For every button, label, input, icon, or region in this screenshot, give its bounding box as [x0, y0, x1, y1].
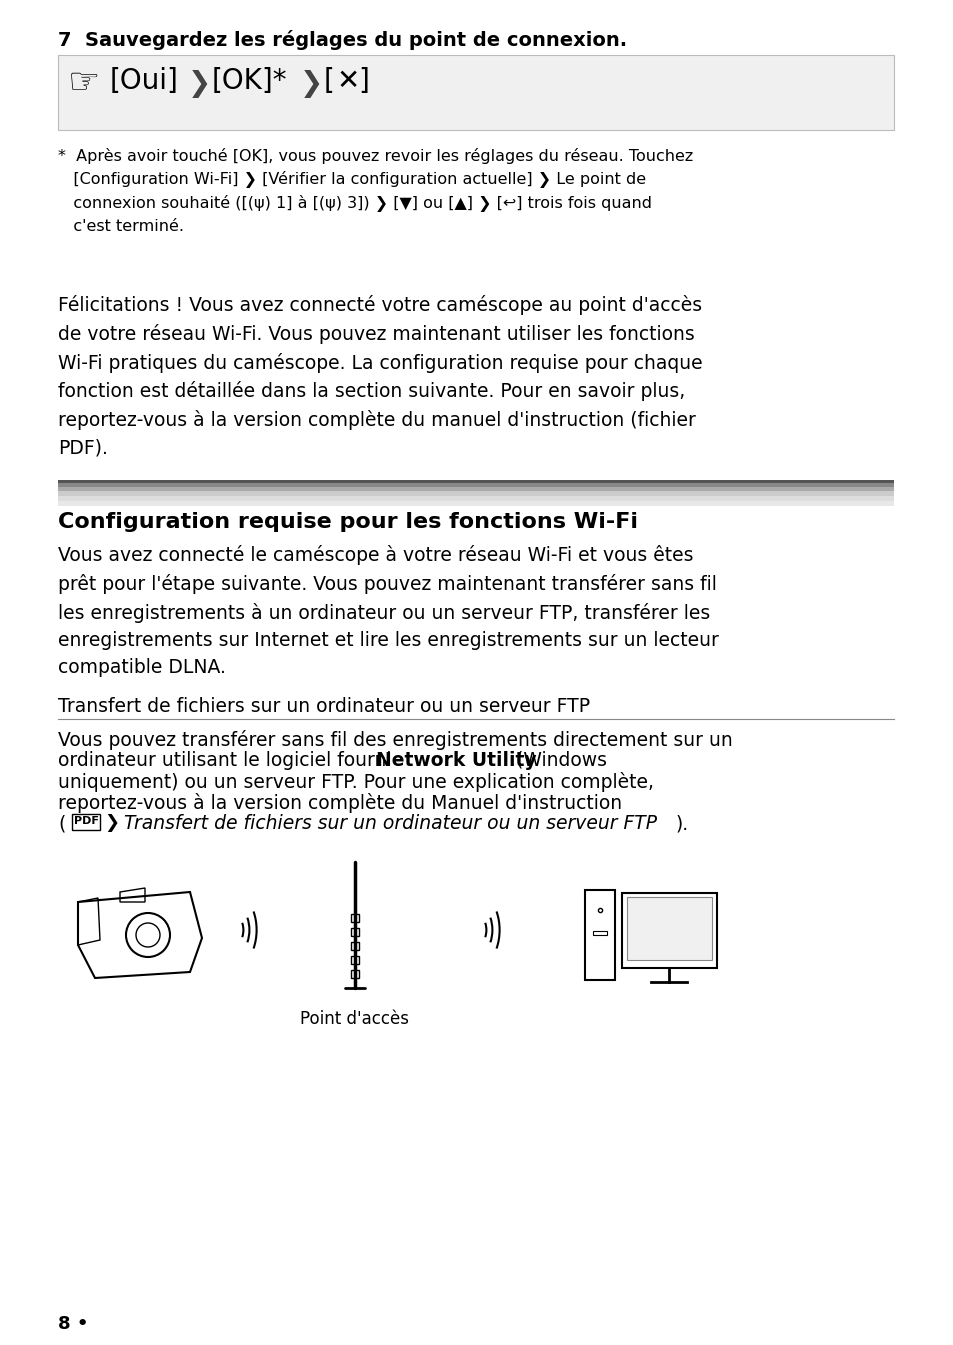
Text: ❯: ❯: [104, 814, 119, 833]
FancyBboxPatch shape: [621, 893, 717, 968]
FancyBboxPatch shape: [351, 928, 358, 936]
Text: Point d'accès: Point d'accès: [300, 1010, 409, 1028]
FancyBboxPatch shape: [593, 931, 606, 935]
Text: Transfert de fichiers sur un ordinateur ou un serveur FTP: Transfert de fichiers sur un ordinateur …: [118, 814, 657, 833]
Text: [OK]*: [OK]*: [212, 67, 287, 95]
FancyBboxPatch shape: [58, 496, 893, 500]
Text: Félicitations ! Vous avez connecté votre caméscope au point d'accès
de votre rés: Félicitations ! Vous avez connecté votre…: [58, 295, 702, 457]
Text: Vous avez connecté le caméscope à votre réseau Wi-Fi et vous êtes
prêt pour l'ét: Vous avez connecté le caméscope à votre …: [58, 545, 719, 677]
FancyBboxPatch shape: [351, 970, 358, 978]
FancyBboxPatch shape: [58, 55, 893, 130]
Text: ☞: ☞: [68, 65, 100, 100]
FancyBboxPatch shape: [626, 897, 711, 960]
FancyBboxPatch shape: [351, 956, 358, 964]
FancyBboxPatch shape: [58, 487, 893, 491]
Text: 7  Sauvegardez les réglages du point de connexion.: 7 Sauvegardez les réglages du point de c…: [58, 30, 626, 50]
Text: (Windows: (Windows: [510, 751, 606, 769]
Text: uniquement) ou un serveur FTP. Pour une explication complète,: uniquement) ou un serveur FTP. Pour une …: [58, 772, 654, 792]
FancyBboxPatch shape: [71, 814, 100, 830]
FancyBboxPatch shape: [351, 915, 358, 923]
Text: PDF: PDF: [74, 816, 99, 826]
Text: *  Après avoir touché [OK], vous pouvez revoir les réglages du réseau. Touchez
 : * Après avoir touché [OK], vous pouvez r…: [58, 148, 693, 234]
Text: Network Utility: Network Utility: [375, 751, 536, 769]
Text: ).: ).: [676, 814, 688, 833]
Text: (: (: [58, 814, 66, 833]
Text: ❯: ❯: [188, 70, 211, 98]
Text: ✕: ✕: [335, 67, 359, 95]
FancyBboxPatch shape: [58, 491, 893, 496]
Text: Vous pouvez transférer sans fil des enregistrements directement sur un: Vous pouvez transférer sans fil des enre…: [58, 730, 732, 751]
FancyBboxPatch shape: [584, 890, 615, 981]
Text: ]: ]: [357, 67, 369, 95]
Text: Transfert de fichiers sur un ordinateur ou un serveur FTP: Transfert de fichiers sur un ordinateur …: [58, 697, 590, 716]
Text: ordinateur utilisant le logiciel fourni: ordinateur utilisant le logiciel fourni: [58, 751, 397, 769]
FancyBboxPatch shape: [58, 480, 893, 483]
Text: [: [: [324, 67, 335, 95]
Text: reportez-vous à la version complète du Manuel d'instruction: reportez-vous à la version complète du M…: [58, 794, 621, 812]
Text: Configuration requise pour les fonctions Wi-Fi: Configuration requise pour les fonctions…: [58, 512, 638, 533]
Text: [Oui]: [Oui]: [110, 67, 179, 95]
Text: ❯: ❯: [299, 70, 323, 98]
FancyBboxPatch shape: [58, 500, 893, 506]
FancyBboxPatch shape: [58, 483, 893, 487]
Text: 8 •: 8 •: [58, 1315, 89, 1333]
FancyBboxPatch shape: [351, 941, 358, 950]
